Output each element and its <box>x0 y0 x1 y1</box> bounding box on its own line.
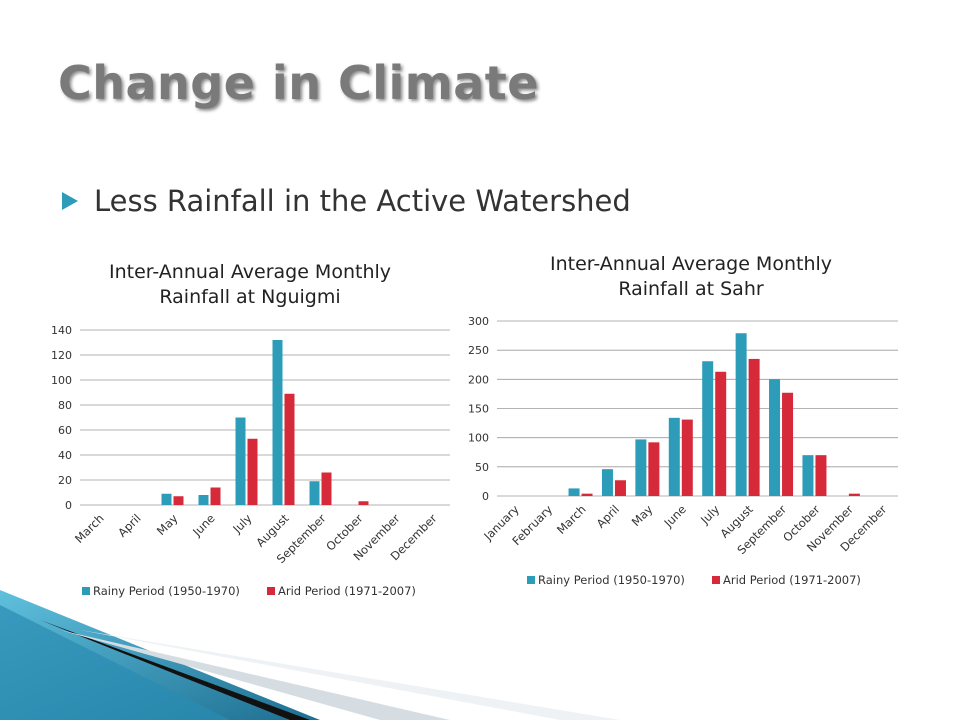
slide-title: Change in Climate <box>58 56 539 110</box>
y-tick-label: 20 <box>58 474 72 487</box>
legend-label: Arid Period (1971-2007) <box>723 573 861 587</box>
play-triangle-icon <box>62 192 78 210</box>
bar-arid-october <box>358 501 369 505</box>
bar-rainy-september <box>769 379 781 496</box>
bar-arid-july <box>247 438 258 505</box>
y-tick-label: 200 <box>468 373 489 386</box>
y-tick-label: 300 <box>468 315 489 328</box>
chart-svg: Inter-Annual Average Monthly Rainfall at … <box>468 253 898 587</box>
y-tick-label: 150 <box>468 403 489 416</box>
x-tick-label: March <box>554 502 589 537</box>
chart-title: Rainfall at Sahr <box>618 278 764 300</box>
y-tick-label: 0 <box>482 490 489 503</box>
x-tick-label: April <box>115 511 143 539</box>
bar-arid-august <box>748 358 760 496</box>
bar-arid-march <box>581 493 593 496</box>
x-tick-label: June <box>661 502 689 530</box>
chart-title: Inter-Annual Average Monthly <box>550 253 832 275</box>
legend-swatch <box>712 576 720 584</box>
y-tick-label: 0 <box>65 499 72 512</box>
legend-label: Arid Period (1971-2007) <box>278 584 416 598</box>
y-tick-label: 250 <box>468 344 489 357</box>
y-tick-label: 50 <box>475 461 489 474</box>
bar-rainy-july <box>235 417 246 505</box>
chart-title: Inter-Annual Average Monthly <box>109 261 391 283</box>
y-tick-label: 40 <box>58 449 72 462</box>
bar-rainy-may <box>161 493 172 505</box>
bar-rainy-july <box>702 361 714 496</box>
bar-arid-november <box>848 493 860 496</box>
bullet-text: Less Rainfall in the Active Watershed <box>94 184 631 218</box>
chart-title: Rainfall at Nguigmi <box>159 286 340 308</box>
y-tick-label: 100 <box>468 432 489 445</box>
bar-rainy-april <box>601 469 613 496</box>
bar-rainy-august <box>272 340 283 505</box>
legend-swatch <box>267 587 275 595</box>
y-tick-label: 60 <box>58 424 72 437</box>
chart-svg: Inter-Annual Average Monthly Rainfall at … <box>51 261 450 598</box>
x-tick-label: May <box>629 502 656 529</box>
bar-arid-september <box>321 472 332 505</box>
bar-rainy-may <box>635 439 647 496</box>
legend-label: Rainy Period (1950-1970) <box>93 584 240 598</box>
x-tick-label: June <box>189 511 217 539</box>
legend-label: Rainy Period (1950-1970) <box>538 573 685 587</box>
bar-rainy-october <box>802 455 814 496</box>
x-tick-label: July <box>697 502 722 527</box>
bar-arid-may <box>648 442 660 496</box>
bar-arid-april <box>614 480 626 496</box>
bar-arid-august <box>284 393 295 505</box>
bullet-point: Less Rainfall in the Active Watershed <box>62 184 631 218</box>
bar-arid-october <box>815 455 827 496</box>
legend-swatch <box>527 576 535 584</box>
chart-sahr: Inter-Annual Average Monthly Rainfall at … <box>455 250 910 595</box>
bar-rainy-june <box>198 495 209 505</box>
bar-rainy-september <box>309 481 320 505</box>
bar-arid-june <box>681 419 693 496</box>
x-tick-label: April <box>594 502 622 530</box>
legend-swatch <box>82 587 90 595</box>
bar-arid-july <box>715 371 727 496</box>
bar-arid-june <box>210 487 221 505</box>
chart-nguigmi: Inter-Annual Average Monthly Rainfall at … <box>40 250 460 610</box>
y-tick-label: 120 <box>51 349 72 362</box>
y-tick-label: 80 <box>58 399 72 412</box>
y-tick-label: 140 <box>51 324 72 337</box>
x-tick-label: May <box>154 511 181 538</box>
y-tick-label: 100 <box>51 374 72 387</box>
bar-rainy-june <box>668 417 680 496</box>
x-tick-label: March <box>72 511 107 546</box>
bar-rainy-march <box>568 488 580 496</box>
bar-rainy-august <box>735 333 747 496</box>
x-tick-label: July <box>229 511 254 536</box>
bar-arid-september <box>782 392 794 496</box>
bar-arid-may <box>173 496 184 505</box>
corner-decoration <box>0 590 620 720</box>
